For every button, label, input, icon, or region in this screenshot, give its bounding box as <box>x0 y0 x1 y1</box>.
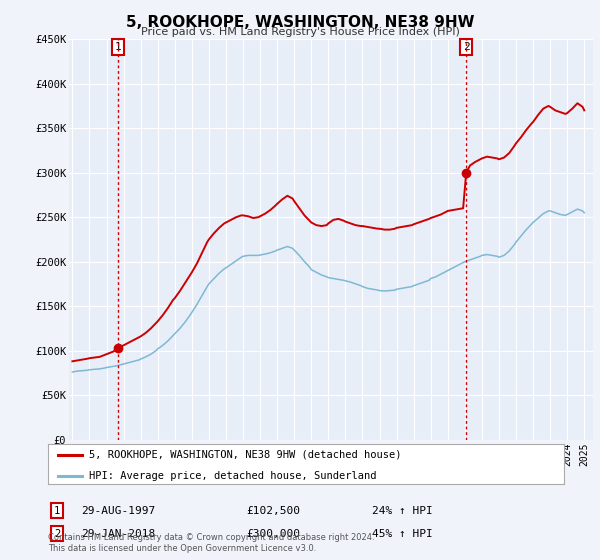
Text: 45% ↑ HPI: 45% ↑ HPI <box>372 529 433 539</box>
Text: 5, ROOKHOPE, WASHINGTON, NE38 9HW: 5, ROOKHOPE, WASHINGTON, NE38 9HW <box>126 15 474 30</box>
Text: Price paid vs. HM Land Registry's House Price Index (HPI): Price paid vs. HM Land Registry's House … <box>140 27 460 37</box>
Text: 1: 1 <box>115 42 121 52</box>
Text: 29-AUG-1997: 29-AUG-1997 <box>81 506 155 516</box>
Text: HPI: Average price, detached house, Sunderland: HPI: Average price, detached house, Sund… <box>89 470 377 480</box>
Text: 2: 2 <box>463 42 470 52</box>
Text: Contains HM Land Registry data © Crown copyright and database right 2024.
This d: Contains HM Land Registry data © Crown c… <box>48 533 374 553</box>
Text: £300,000: £300,000 <box>246 529 300 539</box>
Text: 29-JAN-2018: 29-JAN-2018 <box>81 529 155 539</box>
Text: 1: 1 <box>54 506 60 516</box>
Text: 5, ROOKHOPE, WASHINGTON, NE38 9HW (detached house): 5, ROOKHOPE, WASHINGTON, NE38 9HW (detac… <box>89 450 402 460</box>
Text: £102,500: £102,500 <box>246 506 300 516</box>
Text: 24% ↑ HPI: 24% ↑ HPI <box>372 506 433 516</box>
Text: 2: 2 <box>54 529 60 539</box>
